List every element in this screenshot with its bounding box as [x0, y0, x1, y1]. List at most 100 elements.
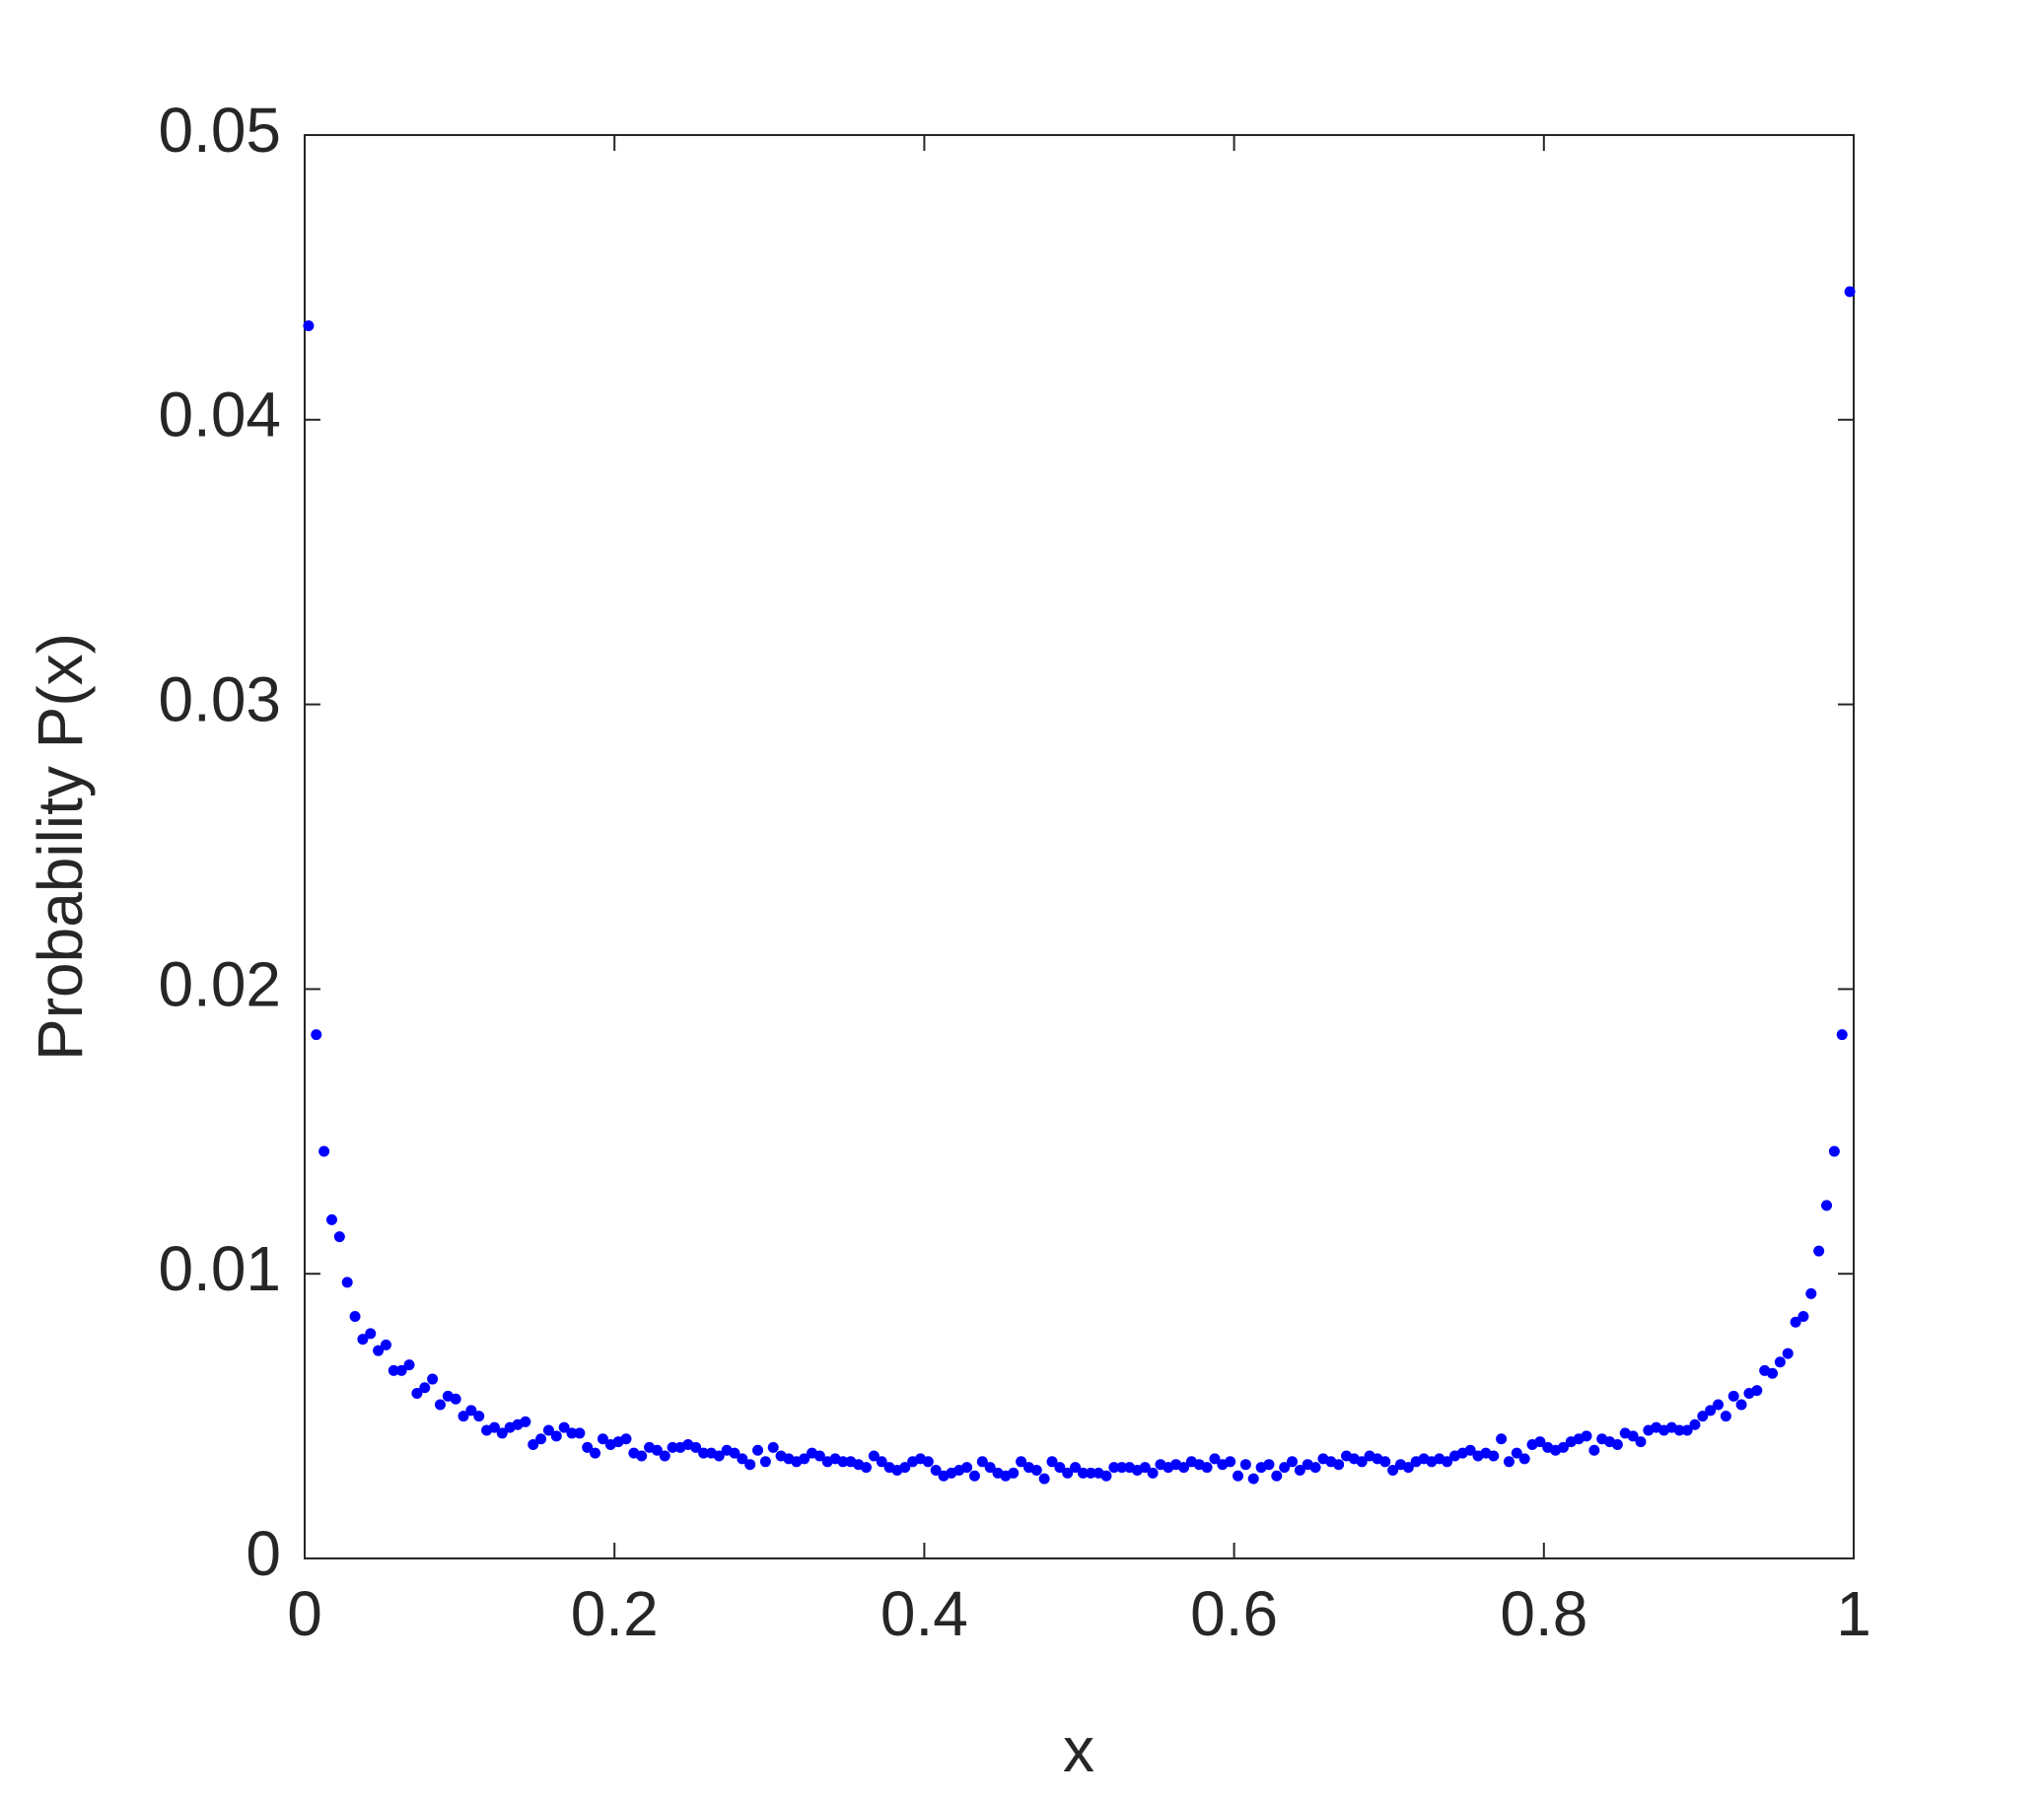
point: [1821, 1200, 1833, 1211]
point: [1201, 1462, 1213, 1474]
point: [620, 1433, 632, 1445]
point: [752, 1444, 764, 1456]
point: [419, 1382, 431, 1394]
x-tick-label: 0.8: [1500, 1578, 1587, 1649]
point: [1581, 1430, 1592, 1442]
point: [542, 1424, 554, 1436]
point: [799, 1453, 811, 1465]
point: [1713, 1399, 1725, 1411]
point: [698, 1447, 710, 1459]
point: [976, 1456, 988, 1468]
point: [1287, 1456, 1299, 1468]
point: [1263, 1459, 1275, 1471]
point: [1402, 1462, 1414, 1474]
point: [1751, 1385, 1763, 1397]
x-tick-label: 1: [1836, 1578, 1871, 1649]
point: [566, 1427, 578, 1439]
point: [1046, 1456, 1058, 1468]
point: [1178, 1462, 1190, 1474]
point: [968, 1470, 980, 1482]
axes-box: [304, 134, 1855, 1559]
point: [1727, 1390, 1739, 1402]
y-tick-label: 0: [246, 1518, 281, 1589]
point: [899, 1462, 911, 1474]
point: [465, 1405, 477, 1417]
point: [1503, 1456, 1515, 1468]
point: [1062, 1467, 1074, 1479]
point: [1635, 1436, 1647, 1448]
point: [1627, 1430, 1639, 1442]
point: [1054, 1462, 1066, 1474]
point: [450, 1393, 461, 1405]
point: [303, 319, 315, 331]
y-tick-label: 0.04: [158, 380, 281, 450]
point: [1534, 1436, 1546, 1448]
point: [922, 1456, 934, 1468]
point: [528, 1438, 539, 1450]
y-tick-label: 0.03: [158, 664, 281, 735]
point: [550, 1430, 562, 1442]
point: [1038, 1473, 1050, 1485]
point: [636, 1450, 648, 1462]
point: [1735, 1399, 1747, 1411]
point: [1100, 1470, 1112, 1482]
point: [813, 1450, 825, 1462]
point: [1239, 1459, 1251, 1471]
point: [729, 1447, 740, 1459]
point: [1085, 1467, 1096, 1479]
point: [411, 1387, 423, 1399]
point: [325, 1213, 337, 1225]
point: [582, 1441, 594, 1453]
point: [1836, 1029, 1848, 1041]
point: [1805, 1287, 1817, 1299]
point: [365, 1328, 377, 1340]
point: [1681, 1424, 1693, 1436]
point: [473, 1411, 485, 1422]
point: [659, 1450, 670, 1462]
point: [1557, 1441, 1569, 1453]
point: [1108, 1462, 1120, 1474]
point: [1790, 1316, 1801, 1328]
point: [349, 1311, 361, 1323]
y-tick-label: 0.02: [158, 948, 281, 1019]
point: [1008, 1467, 1020, 1479]
point: [1797, 1311, 1809, 1323]
x-axis-label: x: [1063, 1714, 1094, 1785]
point: [759, 1456, 771, 1468]
point: [488, 1421, 500, 1433]
point: [1588, 1444, 1600, 1456]
point: [318, 1145, 330, 1157]
point: [1464, 1444, 1476, 1456]
point: [395, 1364, 407, 1376]
point: [1511, 1447, 1522, 1459]
y-tick-label: 0.05: [158, 95, 281, 166]
point: [1147, 1467, 1159, 1479]
point: [1271, 1470, 1283, 1482]
point: [860, 1462, 872, 1474]
point: [1379, 1456, 1391, 1468]
point: [403, 1359, 415, 1371]
point: [1333, 1459, 1345, 1471]
point: [1689, 1418, 1701, 1430]
point: [1518, 1453, 1530, 1465]
point: [1356, 1456, 1368, 1468]
point: [574, 1427, 586, 1439]
y-tick-label: 0.01: [158, 1233, 281, 1304]
point: [1442, 1456, 1453, 1468]
point: [496, 1427, 508, 1439]
point: [1697, 1411, 1709, 1422]
point: [1209, 1453, 1221, 1465]
point: [1247, 1473, 1259, 1485]
x-tick-label: 0.2: [571, 1578, 659, 1649]
x-tick-label: 0.6: [1190, 1578, 1278, 1649]
point: [1016, 1456, 1027, 1468]
point: [1673, 1424, 1685, 1436]
point: [380, 1339, 391, 1350]
point: [690, 1441, 702, 1453]
point: [1387, 1464, 1399, 1476]
point: [434, 1399, 446, 1411]
point: [333, 1231, 345, 1243]
point: [837, 1456, 849, 1468]
